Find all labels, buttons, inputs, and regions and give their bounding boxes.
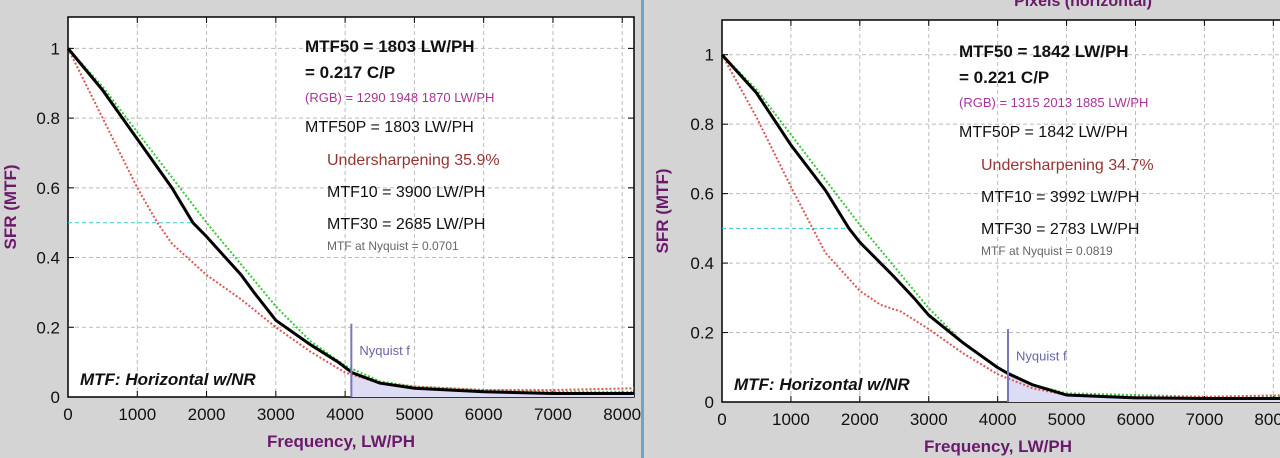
x-axis-label: Frequency, LW/PH	[924, 437, 1072, 456]
y-tick-label: 0.4	[690, 254, 714, 273]
annotation-cp: = 0.217 C/P	[305, 63, 395, 82]
x-tick-label: 3000	[257, 405, 295, 424]
y-tick-label: 0.6	[690, 185, 714, 204]
y-axis-label: SFR (MTF)	[653, 169, 672, 254]
annotation-mtf30: MTF30 = 2685 LW/PH	[327, 216, 485, 233]
plot-area	[721, 19, 1280, 403]
x-tick-label: 1000	[118, 405, 156, 424]
series-line-2	[720, 53, 1280, 401]
x-tick-label: 8000	[603, 405, 641, 424]
series-line-1	[67, 47, 635, 392]
y-axis-label: SFR (MTF)	[1, 165, 20, 250]
y-tick-label: 0	[705, 393, 714, 412]
y-tick-label: 0	[51, 388, 60, 407]
nyquist-shaded-area	[351, 370, 634, 397]
x-tick-label: 2000	[841, 410, 879, 429]
annotation-rgb: (RGB) = 1290 1948 1870 LW/PH	[305, 90, 494, 105]
x-axis-label: Frequency, LW/PH	[267, 432, 415, 451]
annotation-mtf50p: MTF50P = 1803 LW/PH	[305, 119, 474, 136]
annotation-mtf10: MTF10 = 3992 LW/PH	[981, 189, 1139, 206]
x-tick-label: 5000	[1048, 410, 1086, 429]
y-tick-label: 1	[51, 39, 60, 58]
y-tick-label: 0.2	[690, 324, 714, 343]
annotation-mtf50p: MTF50P = 1842 LW/PH	[959, 124, 1128, 141]
annotation-sharpening: Undersharpening 35.9%	[327, 152, 500, 169]
annotation-nyq: MTF at Nyquist = 0.0819	[981, 244, 1113, 258]
x-tick-label: 0	[63, 405, 72, 424]
series-line-2	[66, 47, 634, 396]
x-tick-label: 2000	[188, 405, 226, 424]
mtf-chart-right: Pixels (horizontal) 0 1000 2000 3000 4000 5000…	[653, 0, 1280, 456]
nyquist-label: Nyquist f	[1016, 348, 1067, 363]
x-tick-label: 7000	[534, 405, 572, 424]
annotation-mtf10: MTF10 = 3900 LW/PH	[327, 184, 485, 201]
y-tick-label: 0.2	[36, 318, 60, 337]
x-tick-label: 8000	[1254, 410, 1280, 429]
x-tick-label: 4000	[979, 410, 1017, 429]
x-tick-label: 4000	[326, 405, 364, 424]
x-tick-label: 3000	[910, 410, 948, 429]
y-tick-label: 0.6	[36, 179, 60, 198]
x-tick-label: 6000	[465, 405, 503, 424]
annotation-mtf30: MTF30 = 2783 LW/PH	[981, 221, 1139, 238]
y-tick-label: 0.8	[36, 109, 60, 128]
x-tick-label: 5000	[395, 405, 433, 424]
nyquist-label: Nyquist f	[359, 343, 410, 358]
y-tick-label: 0.8	[690, 115, 714, 134]
plot-label: MTF: Horizontal w/NR	[80, 370, 256, 389]
annotation-mtf50: MTF50 = 1842 LW/PH	[959, 42, 1129, 61]
annotation-mtf50: MTF50 = 1803 LW/PH	[305, 37, 475, 56]
x-tick-label: 0	[717, 410, 726, 429]
annotation-sharpening: Undersharpening 34.7%	[981, 157, 1154, 174]
series-line-1	[721, 54, 1280, 398]
y-tick-label: 0.4	[36, 249, 60, 268]
annotation-nyq: MTF at Nyquist = 0.0701	[327, 239, 459, 253]
chart-title: Pixels (horizontal)	[1014, 0, 1152, 10]
plot-label: MTF: Horizontal w/NR	[734, 375, 910, 394]
x-tick-label: 1000	[772, 410, 810, 429]
series-line-0	[67, 47, 634, 393]
panel-divider	[641, 0, 644, 458]
annotation-cp: = 0.221 C/P	[959, 68, 1049, 87]
annotation-rgb: (RGB) = 1315 2013 1885 LW/PH	[959, 95, 1148, 110]
x-tick-label: 7000	[1185, 410, 1223, 429]
x-tick-label: 6000	[1117, 410, 1155, 429]
y-tick-label: 1	[705, 46, 714, 65]
mtf-chart-left: 0 1000 2000 3000 4000 5000 6000 7000 8000 0 0.2 0.4…	[1, 16, 641, 451]
